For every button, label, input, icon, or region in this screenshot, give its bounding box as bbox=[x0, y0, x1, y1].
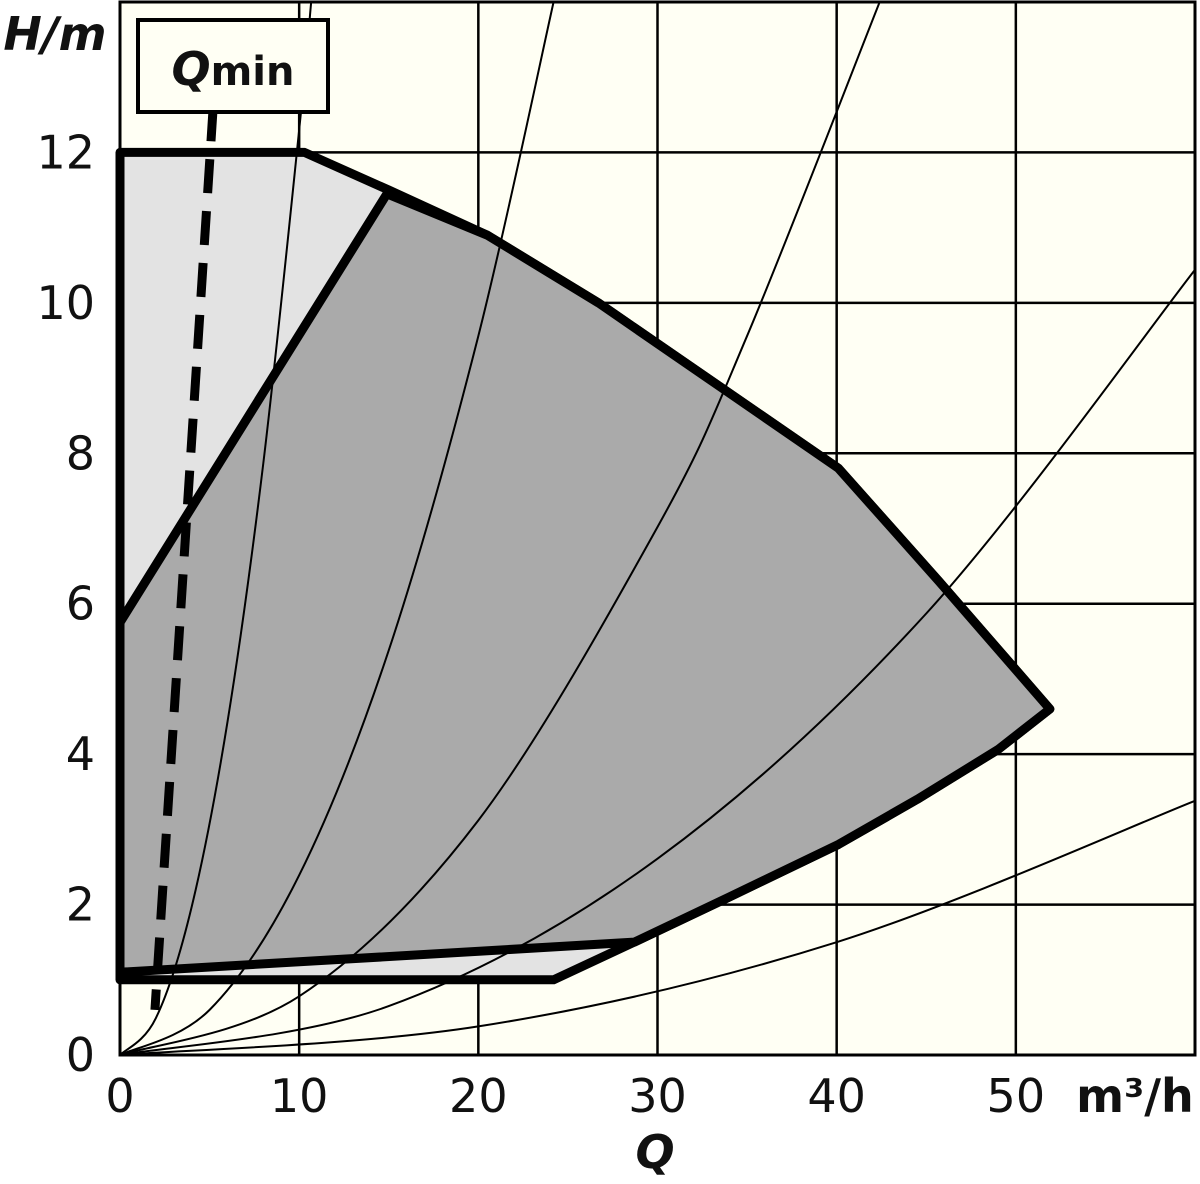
qmin-label-sub: min bbox=[211, 49, 295, 95]
system-curve bbox=[119, 1, 313, 1056]
x-tick-label: 0 bbox=[105, 1069, 134, 1123]
y-tick-label: 6 bbox=[66, 577, 95, 631]
x-tick-label: 40 bbox=[807, 1069, 866, 1123]
y-tick-label: 8 bbox=[66, 426, 95, 480]
plot-frame bbox=[118, 0, 1197, 1057]
x-tick-label: 30 bbox=[628, 1069, 687, 1123]
qmin-label: Qmin bbox=[172, 42, 295, 96]
x-tick-label: 10 bbox=[270, 1069, 329, 1123]
x-tick-label: 20 bbox=[449, 1069, 508, 1123]
system-curve bbox=[119, 799, 1196, 1056]
qmin-label-main: Q bbox=[172, 42, 211, 96]
y-tick-label: 0 bbox=[66, 1028, 95, 1082]
qmin-box bbox=[136, 18, 330, 114]
operating-region bbox=[115, 189, 1055, 977]
qmin-line bbox=[150, 107, 218, 1011]
x-axis-unit: m³/h bbox=[1076, 1069, 1194, 1123]
y-tick-label: 10 bbox=[36, 276, 95, 330]
x-tick-label: 50 bbox=[987, 1069, 1046, 1123]
system-curve bbox=[119, 1, 555, 1056]
y-tick-label: 4 bbox=[66, 727, 95, 781]
x-axis-label: Q bbox=[635, 1125, 674, 1179]
y-axis-label: H/m bbox=[3, 7, 106, 61]
y-tick-label: 12 bbox=[36, 125, 95, 179]
plot-layer bbox=[115, 0, 1197, 1057]
system-curve bbox=[119, 1, 881, 1056]
system-curve bbox=[119, 269, 1196, 1056]
y-tick-label: 2 bbox=[66, 878, 95, 932]
